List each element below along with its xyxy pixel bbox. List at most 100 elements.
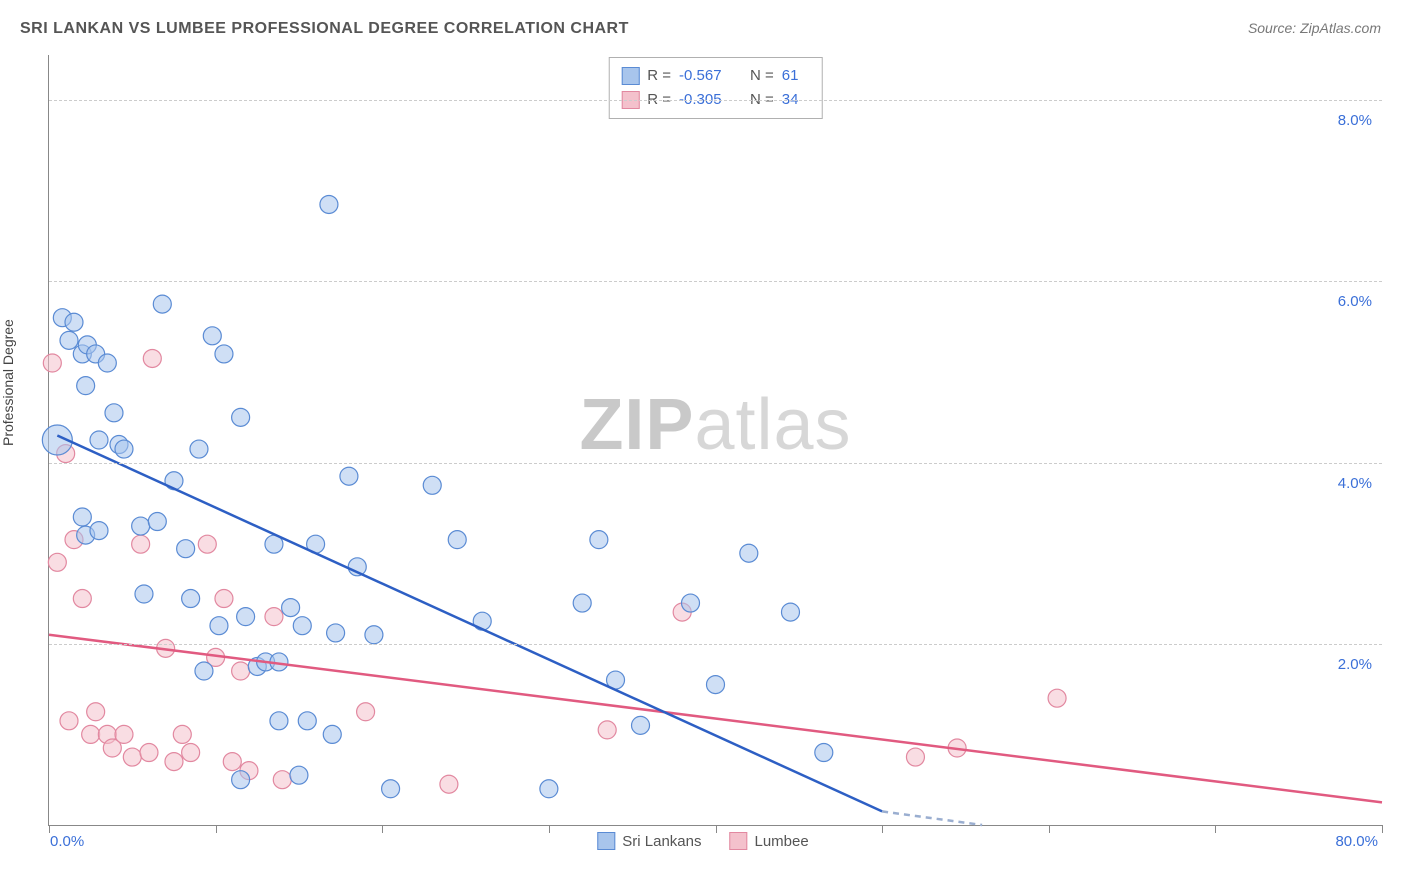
x-tick bbox=[1382, 825, 1383, 833]
scatter-point-srilankan bbox=[195, 662, 213, 680]
y-axis-label: Professional Degree bbox=[0, 319, 16, 446]
scatter-point-lumbee bbox=[132, 535, 150, 553]
scatter-point-srilankan bbox=[182, 590, 200, 608]
scatter-point-srilankan bbox=[90, 431, 108, 449]
x-tick bbox=[382, 825, 383, 833]
y-tick-label: 4.0% bbox=[1338, 475, 1372, 492]
scatter-point-lumbee bbox=[60, 712, 78, 730]
scatter-point-srilankan bbox=[105, 404, 123, 422]
scatter-point-srilankan bbox=[327, 624, 345, 642]
scatter-point-lumbee bbox=[1048, 689, 1066, 707]
x-tick bbox=[49, 825, 50, 833]
x-tick bbox=[1049, 825, 1050, 833]
scatter-point-srilankan bbox=[135, 585, 153, 603]
scatter-point-srilankan bbox=[573, 594, 591, 612]
x-axis-max-label: 80.0% bbox=[1335, 833, 1378, 850]
scatter-point-srilankan bbox=[73, 508, 91, 526]
scatter-point-srilankan bbox=[237, 608, 255, 626]
chart-title: SRI LANKAN VS LUMBEE PROFESSIONAL DEGREE… bbox=[20, 20, 629, 38]
scatter-point-lumbee bbox=[215, 590, 233, 608]
scatter-point-srilankan bbox=[448, 531, 466, 549]
scatter-point-lumbee bbox=[232, 662, 250, 680]
plot-area: ZIPatlas R = -0.567 N = 61 R = -0.305 N … bbox=[48, 55, 1382, 826]
scatter-point-srilankan bbox=[90, 522, 108, 540]
scatter-point-srilankan bbox=[232, 408, 250, 426]
gridline bbox=[49, 644, 1382, 645]
regression-line bbox=[882, 811, 982, 825]
scatter-point-lumbee bbox=[598, 721, 616, 739]
scatter-point-srilankan bbox=[177, 540, 195, 558]
scatter-point-lumbee bbox=[173, 725, 191, 743]
scatter-point-srilankan bbox=[682, 594, 700, 612]
scatter-point-srilankan bbox=[203, 327, 221, 345]
scatter-point-srilankan bbox=[590, 531, 608, 549]
scatter-point-lumbee bbox=[273, 771, 291, 789]
scatter-point-srilankan bbox=[232, 771, 250, 789]
scatter-point-srilankan bbox=[77, 377, 95, 395]
scatter-point-lumbee bbox=[223, 753, 241, 771]
scatter-point-srilankan bbox=[293, 617, 311, 635]
scatter-point-lumbee bbox=[357, 703, 375, 721]
scatter-point-srilankan bbox=[320, 195, 338, 213]
scatter-point-srilankan bbox=[98, 354, 116, 372]
scatter-point-srilankan bbox=[781, 603, 799, 621]
y-tick-label: 2.0% bbox=[1338, 656, 1372, 673]
scatter-point-srilankan bbox=[815, 744, 833, 762]
regression-line bbox=[57, 435, 882, 811]
scatter-svg bbox=[49, 55, 1382, 825]
gridline bbox=[49, 100, 1382, 101]
scatter-point-srilankan bbox=[115, 440, 133, 458]
scatter-point-srilankan bbox=[282, 599, 300, 617]
scatter-point-lumbee bbox=[82, 725, 100, 743]
x-axis-min-label: 0.0% bbox=[50, 833, 84, 850]
x-tick bbox=[882, 825, 883, 833]
legend-item-1: Sri Lankans bbox=[597, 832, 701, 850]
legend-label-2: Lumbee bbox=[755, 833, 809, 850]
x-tick bbox=[216, 825, 217, 833]
scatter-point-lumbee bbox=[198, 535, 216, 553]
scatter-point-srilankan bbox=[423, 476, 441, 494]
x-tick bbox=[1215, 825, 1216, 833]
legend-label-1: Sri Lankans bbox=[622, 833, 701, 850]
scatter-point-lumbee bbox=[87, 703, 105, 721]
scatter-point-srilankan bbox=[132, 517, 150, 535]
scatter-point-srilankan bbox=[740, 544, 758, 562]
scatter-point-lumbee bbox=[440, 775, 458, 793]
scatter-point-lumbee bbox=[48, 553, 66, 571]
bottom-legend: Sri Lankans Lumbee bbox=[597, 832, 808, 850]
source-label: Source: ZipAtlas.com bbox=[1248, 20, 1381, 36]
scatter-point-srilankan bbox=[270, 712, 288, 730]
scatter-point-srilankan bbox=[707, 676, 725, 694]
scatter-point-srilankan bbox=[365, 626, 383, 644]
scatter-point-srilankan bbox=[190, 440, 208, 458]
scatter-point-lumbee bbox=[123, 748, 141, 766]
scatter-point-lumbee bbox=[182, 744, 200, 762]
scatter-point-srilankan bbox=[60, 331, 78, 349]
scatter-point-srilankan bbox=[210, 617, 228, 635]
gridline bbox=[49, 281, 1382, 282]
y-tick-label: 8.0% bbox=[1338, 112, 1372, 129]
scatter-point-lumbee bbox=[143, 349, 161, 367]
scatter-point-lumbee bbox=[43, 354, 61, 372]
x-tick bbox=[549, 825, 550, 833]
y-tick-label: 6.0% bbox=[1338, 293, 1372, 310]
scatter-point-lumbee bbox=[906, 748, 924, 766]
scatter-point-srilankan bbox=[153, 295, 171, 313]
chart-container: SRI LANKAN VS LUMBEE PROFESSIONAL DEGREE… bbox=[0, 0, 1406, 892]
legend-swatch-1 bbox=[597, 832, 615, 850]
scatter-point-srilankan bbox=[298, 712, 316, 730]
scatter-point-lumbee bbox=[265, 608, 283, 626]
scatter-point-lumbee bbox=[73, 590, 91, 608]
scatter-point-lumbee bbox=[115, 725, 133, 743]
scatter-point-srilankan bbox=[215, 345, 233, 363]
scatter-point-srilankan bbox=[340, 467, 358, 485]
scatter-point-srilankan bbox=[148, 513, 166, 531]
gridline bbox=[49, 463, 1382, 464]
legend-swatch-2 bbox=[730, 832, 748, 850]
scatter-point-lumbee bbox=[165, 753, 183, 771]
legend-item-2: Lumbee bbox=[730, 832, 809, 850]
scatter-point-srilankan bbox=[65, 313, 83, 331]
scatter-point-srilankan bbox=[632, 716, 650, 734]
scatter-point-srilankan bbox=[382, 780, 400, 798]
scatter-point-srilankan bbox=[290, 766, 308, 784]
